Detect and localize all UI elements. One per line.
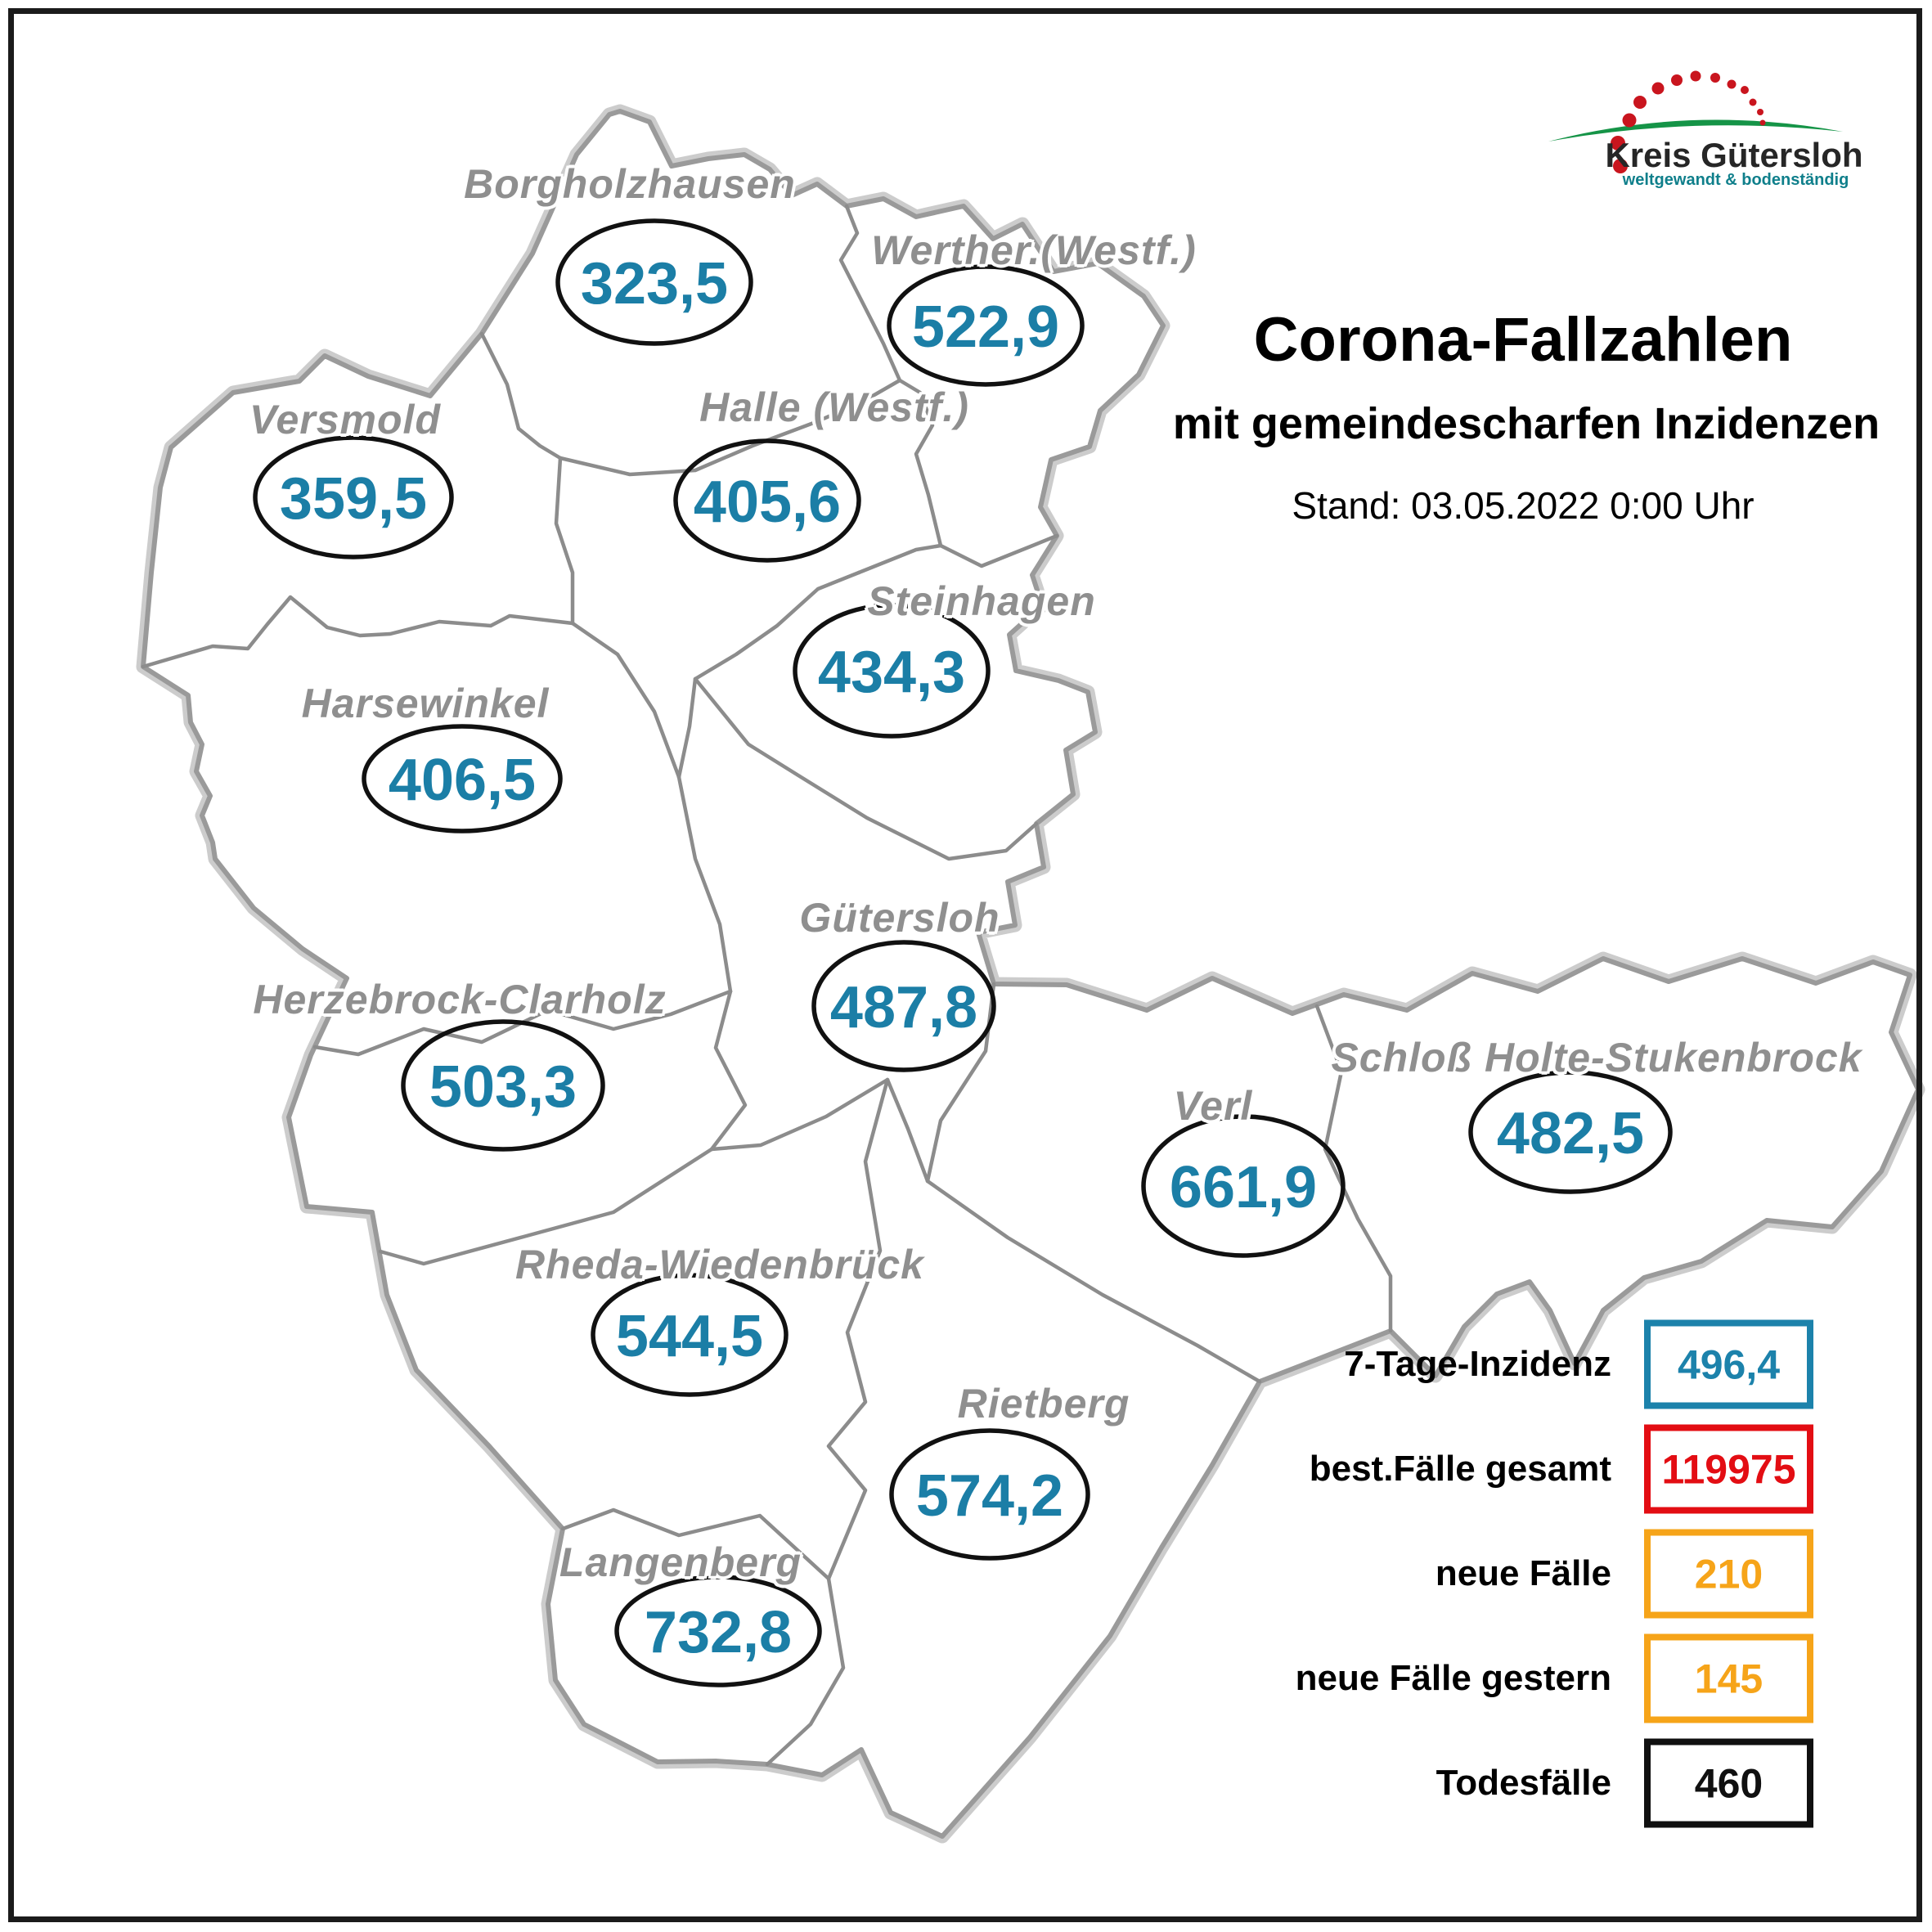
logo-name: Kreis Gütersloh bbox=[1605, 136, 1863, 174]
municipality-label-guetersloh: Gütersloh bbox=[799, 895, 1000, 941]
incidence-ellipse-rietberg bbox=[889, 1428, 1090, 1561]
municipality-label-halle: Halle (Westf.) bbox=[699, 384, 969, 430]
page-subtitle: mit gemeindescharfen Inzidenzen bbox=[1172, 399, 1880, 448]
incidence-ellipse-verl bbox=[1141, 1114, 1346, 1258]
legend-value-7-tage-inzidenz: 496,4 bbox=[1677, 1341, 1781, 1387]
logo-swoosh-icon bbox=[1548, 119, 1843, 142]
legend-label-7-tage-inzidenz: 7-Tage-Inzidenz bbox=[1344, 1344, 1611, 1384]
municipality-label-langenberg: Langenberg bbox=[559, 1539, 802, 1585]
incidence-value-halle: 405,6 bbox=[693, 470, 842, 535]
municipal-borders bbox=[141, 204, 1393, 1767]
incidence-ellipse-borgholzhausen bbox=[555, 218, 753, 346]
legend-box-1: 119975 bbox=[1644, 1424, 1813, 1514]
municipality-label-borgholzhausen: Borgholzhausen bbox=[464, 161, 796, 207]
status-date: Stand: 03.05.2022 0:00 Uhr bbox=[1292, 484, 1755, 527]
incidence-ellipse-halle bbox=[673, 438, 861, 563]
incidence-value-schloss-holte-stukenbrock: 482,5 bbox=[1496, 1101, 1645, 1166]
municipality-label-steinhagen: Steinhagen bbox=[867, 578, 1096, 624]
incidence-value-guetersloh: 487,8 bbox=[829, 975, 978, 1040]
incidence-ellipse-schloss-holte-stukenbrock bbox=[1468, 1070, 1673, 1194]
legend-box-3: 145 bbox=[1644, 1633, 1813, 1723]
legend-box-0: 496,4 bbox=[1644, 1319, 1813, 1409]
legend-value-best-faelle-gesamt: 119975 bbox=[1661, 1446, 1796, 1492]
legend-box-4: 460 bbox=[1644, 1738, 1813, 1828]
incidence-value-verl: 661,9 bbox=[1169, 1155, 1318, 1220]
incidence-ellipse-steinhagen bbox=[793, 603, 991, 739]
page-title: Corona-Fallzahlen bbox=[1253, 305, 1793, 375]
district-outline bbox=[141, 109, 1921, 1839]
incidence-ellipse-herzebrock-clarholz bbox=[401, 1019, 605, 1152]
legend-box-2: 210 bbox=[1644, 1529, 1813, 1619]
legend-value-todesfaelle: 460 bbox=[1694, 1760, 1764, 1806]
municipality-label-rietberg: Rietberg bbox=[957, 1381, 1130, 1427]
municipality-label-rheda-wiedenbrueck: Rheda-Wiedenbrück bbox=[515, 1242, 924, 1287]
incidence-value-werther: 522,9 bbox=[911, 294, 1060, 360]
logo-graphic bbox=[1548, 70, 1843, 173]
incidence-value-steinhagen: 434,3 bbox=[817, 640, 966, 705]
incidence-value-versmold: 359,5 bbox=[279, 466, 428, 532]
incidence-ellipse-versmold bbox=[253, 435, 454, 559]
incidence-value-harsewinkel: 406,5 bbox=[388, 748, 537, 813]
incidence-ellipse-langenberg bbox=[614, 1575, 822, 1687]
logo-dots-icon bbox=[1611, 70, 1766, 173]
municipality-label-herzebrock-clarholz: Herzebrock-Clarholz bbox=[253, 977, 667, 1022]
incidence-ellipse-rheda-wiedenbrueck bbox=[591, 1273, 789, 1397]
incidence-value-rheda-wiedenbrueck: 544,5 bbox=[615, 1304, 764, 1369]
legend-value-neue-faelle-gestern: 145 bbox=[1694, 1656, 1764, 1701]
incidence-value-borgholzhausen: 323,5 bbox=[580, 251, 729, 317]
legend-label-neue-faelle-gestern: neue Fälle gestern bbox=[1295, 1658, 1611, 1698]
incidence-value-langenberg: 732,8 bbox=[644, 1600, 793, 1665]
municipality-label-verl: Verl bbox=[1173, 1083, 1253, 1129]
municipality-label-schloss-holte-stukenbrock: Schloß Holte-Stukenbrock bbox=[1331, 1035, 1862, 1081]
municipality-label-werther: Werther.(Westf.) bbox=[871, 227, 1197, 273]
legend-label-todesfaelle: Todesfälle bbox=[1436, 1763, 1611, 1803]
logo-slogan: weltgewandt & bodenständig bbox=[1622, 171, 1849, 189]
incidence-value-rietberg: 574,2 bbox=[915, 1463, 1064, 1529]
incidence-ellipse-harsewinkel bbox=[362, 724, 563, 833]
legend-label-best-faelle-gesamt: best.Fälle gesamt bbox=[1309, 1449, 1611, 1489]
incidence-value-herzebrock-clarholz: 503,3 bbox=[429, 1054, 577, 1120]
incidence-ellipse-guetersloh bbox=[811, 940, 996, 1072]
incidence-ellipse-werther bbox=[887, 264, 1085, 387]
municipality-label-harsewinkel: Harsewinkel bbox=[301, 681, 550, 726]
legend-value-neue-faelle: 210 bbox=[1694, 1551, 1764, 1597]
legend-label-neue-faelle: neue Fälle bbox=[1435, 1553, 1611, 1593]
municipality-label-versmold: Versmold bbox=[249, 397, 442, 443]
